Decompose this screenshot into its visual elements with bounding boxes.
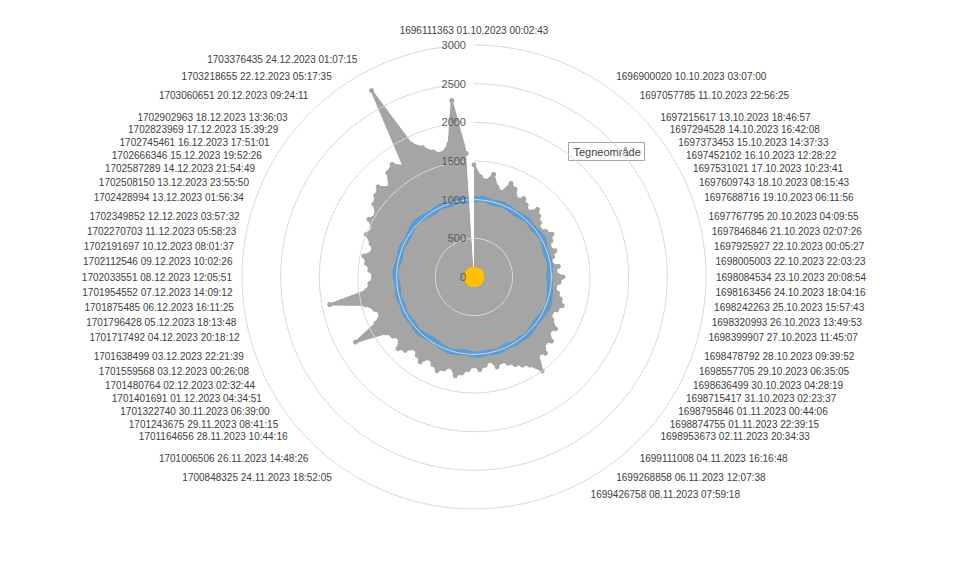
svg-text:1698795846 01.11.2023 00:44:06: 1698795846 01.11.2023 00:44:06 <box>678 406 828 417</box>
svg-text:2500: 2500 <box>442 78 466 90</box>
svg-text:1698557705 29.10.2023 06:35:05: 1698557705 29.10.2023 06:35:05 <box>699 366 850 377</box>
svg-text:1698953673 02.11.2023 20:34:33: 1698953673 02.11.2023 20:34:33 <box>660 431 810 442</box>
svg-text:1701164656 28.11.2023 10:44:16: 1701164656 28.11.2023 10:44:16 <box>139 431 288 442</box>
svg-text:2000: 2000 <box>442 116 466 128</box>
svg-text:1697452102 16.10.2023 12:28:22: 1697452102 16.10.2023 12:28:22 <box>686 150 837 161</box>
svg-text:1702666346 15.12.2023 19:52:26: 1702666346 15.12.2023 19:52:26 <box>112 150 263 161</box>
svg-text:1701875485 06.12.2023 16:11:25: 1701875485 06.12.2023 16:11:25 <box>85 302 235 313</box>
svg-text:1698715417 31.10.2023 02:23:37: 1698715417 31.10.2023 02:23:37 <box>686 393 837 404</box>
svg-text:1701638499 03.12.2023 22:21:39: 1701638499 03.12.2023 22:21:39 <box>94 351 245 362</box>
svg-text:1702033551 08.12.2023 12:05:51: 1702033551 08.12.2023 12:05:51 <box>82 272 233 283</box>
svg-text:1702823969 17.12.2023 15:39:29: 1702823969 17.12.2023 15:39:29 <box>128 124 279 135</box>
svg-text:1699426758 08.11.2023 07:59:18: 1699426758 08.11.2023 07:59:18 <box>591 489 741 500</box>
svg-text:1696111363 01.10.2023 00:02:43: 1696111363 01.10.2023 00:02:43 <box>400 25 549 36</box>
svg-text:1699268858 06.11.2023 12:07:38: 1699268858 06.11.2023 12:07:38 <box>616 472 766 483</box>
svg-text:1698478792 28.10.2023 09:39:52: 1698478792 28.10.2023 09:39:52 <box>704 351 855 362</box>
svg-text:1697925927 22.10.2023 00:05:27: 1697925927 22.10.2023 00:05:27 <box>714 241 865 252</box>
svg-text:1698320993 26.10.2023 13:49:53: 1698320993 26.10.2023 13:49:53 <box>712 317 863 328</box>
svg-text:1701796428 05.12.2023 18:13:48: 1701796428 05.12.2023 18:13:48 <box>86 317 237 328</box>
svg-text:1697609743 18.10.2023 08:15:43: 1697609743 18.10.2023 08:15:43 <box>699 177 850 188</box>
svg-text:1702428994 13.12.2023 01:56:34: 1702428994 13.12.2023 01:56:34 <box>94 192 245 203</box>
svg-text:1697057785 11.10.2023 22:56:25: 1697057785 11.10.2023 22:56:25 <box>640 90 790 101</box>
svg-text:0: 0 <box>460 271 466 283</box>
svg-text:1699111008 04.11.2023 16:16:48: 1699111008 04.11.2023 16:16:48 <box>640 453 788 464</box>
svg-text:3000: 3000 <box>442 39 466 51</box>
svg-text:1000: 1000 <box>442 194 466 206</box>
svg-text:500: 500 <box>448 232 466 244</box>
svg-text:1500: 1500 <box>442 155 466 167</box>
svg-text:1697846846 21.10.2023 02:07:26: 1697846846 21.10.2023 02:07:26 <box>712 226 863 237</box>
svg-text:1698084534 23.10.2023 20:08:54: 1698084534 23.10.2023 20:08:54 <box>716 272 867 283</box>
svg-text:1702191697 10.12.2023 08:01:37: 1702191697 10.12.2023 08:01:37 <box>84 241 235 252</box>
svg-text:1698636499 30.10.2023 04:28:19: 1698636499 30.10.2023 04:28:19 <box>693 380 844 391</box>
svg-text:1697373453 15.10.2023 14:37:33: 1697373453 15.10.2023 14:37:33 <box>678 137 829 148</box>
svg-text:1696900020 10.10.2023 03:07:00: 1696900020 10.10.2023 03:07:00 <box>616 71 767 82</box>
svg-text:1697767795 20.10.2023 04:09:55: 1697767795 20.10.2023 04:09:55 <box>708 211 859 222</box>
svg-text:1698242263 25.10.2023 15:57:43: 1698242263 25.10.2023 15:57:43 <box>714 302 865 313</box>
svg-text:1701717492 04.12.2023 20:18:12: 1701717492 04.12.2023 20:18:12 <box>89 332 240 343</box>
svg-text:1701954552 07.12.2023 14:09:12: 1701954552 07.12.2023 14:09:12 <box>82 287 233 298</box>
svg-text:1703376435 24.12.2023 01:07:15: 1703376435 24.12.2023 01:07:15 <box>207 54 358 65</box>
svg-text:1702112546 09.12.2023 10:02:26: 1702112546 09.12.2023 10:02:26 <box>83 256 233 267</box>
svg-text:Tegneområde: Tegneområde <box>574 146 641 158</box>
svg-text:1698163456 24.10.2023 18:04:16: 1698163456 24.10.2023 18:04:16 <box>716 287 867 298</box>
svg-text:1702508150 13.12.2023 23:55:50: 1702508150 13.12.2023 23:55:50 <box>99 177 250 188</box>
svg-text:1702745461 16.12.2023 17:51:01: 1702745461 16.12.2023 17:51:01 <box>120 137 271 148</box>
svg-text:1701401691 01.12.2023 04:34:51: 1701401691 01.12.2023 04:34:51 <box>112 393 263 404</box>
svg-text:1702270703 11.12.2023 05:58:23: 1702270703 11.12.2023 05:58:23 <box>87 226 237 237</box>
svg-text:1701006506 26.11.2023 14:48:26: 1701006506 26.11.2023 14:48:26 <box>159 453 309 464</box>
svg-text:1697215617 13.10.2023 18:46:57: 1697215617 13.10.2023 18:46:57 <box>660 112 811 123</box>
svg-text:1697294528 14.10.2023 16:42:08: 1697294528 14.10.2023 16:42:08 <box>670 124 821 135</box>
svg-text:1703060651 20.12.2023 09:24:11: 1703060651 20.12.2023 09:24:11 <box>159 90 309 101</box>
svg-text:1701480764 02.12.2023 02:32:44: 1701480764 02.12.2023 02:32:44 <box>105 380 256 391</box>
svg-text:1697688716 19.10.2023 06:11:56: 1697688716 19.10.2023 06:11:56 <box>704 192 854 203</box>
svg-text:1701243675 29.11.2023 08:41:15: 1701243675 29.11.2023 08:41:15 <box>129 419 279 430</box>
svg-text:1697531021 17.10.2023 10:23:41: 1697531021 17.10.2023 10:23:41 <box>693 163 844 174</box>
svg-text:1702587289 14.12.2023 21:54:49: 1702587289 14.12.2023 21:54:49 <box>105 163 256 174</box>
svg-text:1700848325 24.11.2023 18:52:05: 1700848325 24.11.2023 18:52:05 <box>182 472 332 483</box>
svg-text:1701559568 03.12.2023 00:26:08: 1701559568 03.12.2023 00:26:08 <box>99 366 250 377</box>
svg-text:1698874755 01.11.2023 22:39:15: 1698874755 01.11.2023 22:39:15 <box>670 419 820 430</box>
svg-text:1698005003 22.10.2023 22:03:23: 1698005003 22.10.2023 22:03:23 <box>716 256 867 267</box>
svg-text:1701322740 30.11.2023 06:39:00: 1701322740 30.11.2023 06:39:00 <box>120 406 270 417</box>
svg-text:1702349852 12.12.2023 03:57:32: 1702349852 12.12.2023 03:57:32 <box>89 211 240 222</box>
svg-text:1702902963 18.12.2023 13:36:03: 1702902963 18.12.2023 13:36:03 <box>137 112 288 123</box>
svg-text:1698399907 27.10.2023 11:45:07: 1698399907 27.10.2023 11:45:07 <box>708 332 858 343</box>
svg-text:1703218655 22.12.2023 05:17:35: 1703218655 22.12.2023 05:17:35 <box>182 71 333 82</box>
